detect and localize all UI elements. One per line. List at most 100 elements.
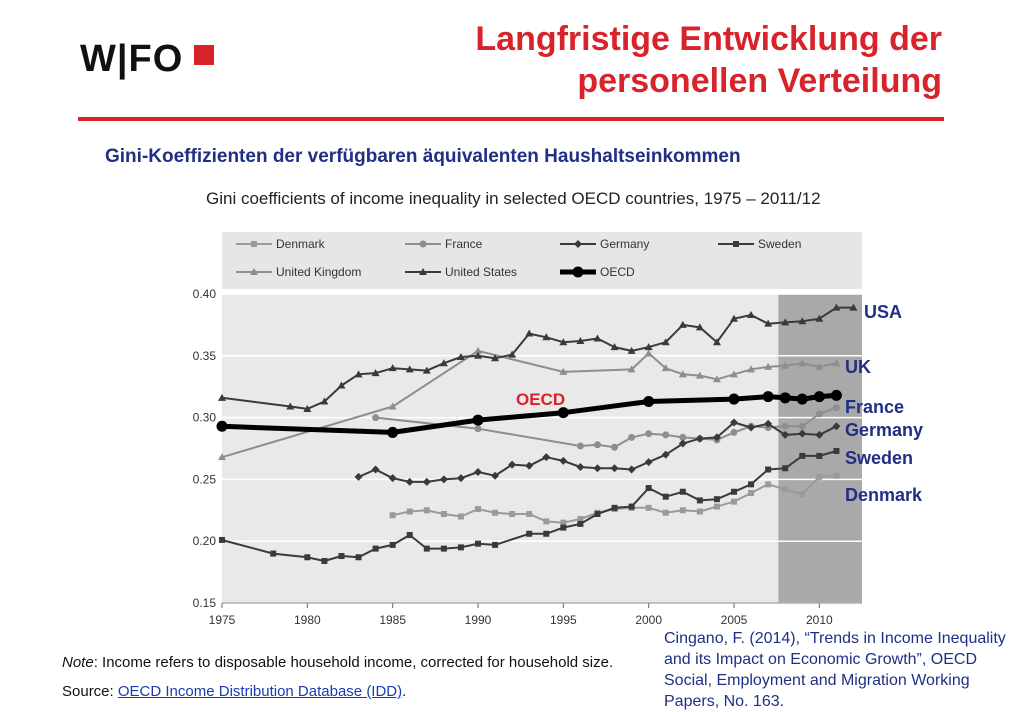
data-point <box>559 338 568 346</box>
data-point <box>474 467 482 476</box>
data-point <box>728 393 740 405</box>
data-point <box>320 397 329 405</box>
data-point <box>679 488 686 495</box>
data-point <box>830 389 842 401</box>
note-prefix: Note <box>62 654 94 671</box>
legend-label: Denmark <box>276 237 326 251</box>
label-france: France <box>845 397 905 417</box>
data-point <box>218 453 226 461</box>
legend-label: United States <box>445 265 517 279</box>
data-point <box>456 474 465 483</box>
x-tick-label: 2005 <box>721 613 748 627</box>
data-point <box>627 346 636 354</box>
data-point <box>456 353 465 361</box>
x-tick-label: 1980 <box>294 613 321 627</box>
data-point <box>611 504 618 511</box>
y-tick-label: 0.30 <box>193 411 217 425</box>
data-point <box>678 370 687 378</box>
data-point <box>679 433 687 441</box>
legend-entry: United States <box>405 265 517 279</box>
data-point <box>798 422 806 430</box>
data-point <box>627 465 636 474</box>
label-sweden: Sweden <box>845 448 914 468</box>
data-point <box>764 419 773 428</box>
data-point <box>405 365 414 373</box>
data-point <box>560 519 567 526</box>
data-point <box>388 474 397 483</box>
data-point <box>388 364 397 372</box>
data-point <box>816 452 823 459</box>
x-tick-label: 2010 <box>806 613 833 627</box>
legend-swatch-marker <box>572 266 584 278</box>
series-sweden <box>219 447 840 564</box>
data-point <box>815 314 824 322</box>
legend-swatch-marker <box>733 241 739 247</box>
data-point <box>611 443 619 451</box>
slide-subtitle: Gini-Koeffizienten der verfügbaren äquiv… <box>105 146 741 167</box>
data-point <box>389 541 396 548</box>
data-point <box>593 464 602 473</box>
data-point <box>695 434 704 443</box>
legend-swatch-marker <box>419 268 427 275</box>
data-point <box>557 407 569 419</box>
label-uk: UK <box>845 357 871 377</box>
data-point <box>354 472 363 481</box>
data-point <box>696 508 703 515</box>
data-point <box>730 370 738 378</box>
data-point <box>321 557 328 564</box>
data-point <box>799 491 806 498</box>
data-point <box>765 481 772 488</box>
data-point <box>712 433 721 442</box>
source-prefix: Source: <box>62 683 118 700</box>
data-point <box>303 404 312 412</box>
citation: Cingano, F. (2014), “Trends in Income In… <box>664 630 1006 710</box>
data-point <box>509 511 516 518</box>
data-point <box>474 425 482 433</box>
wifo-logo: W|FO <box>80 38 184 80</box>
data-point <box>423 545 430 552</box>
data-point <box>798 359 807 367</box>
data-point <box>643 396 655 408</box>
data-point <box>832 303 841 311</box>
data-point <box>799 452 806 459</box>
data-point <box>678 320 687 328</box>
data-point <box>628 503 635 510</box>
legend-swatch-marker <box>250 268 258 275</box>
data-point <box>337 381 346 389</box>
source-suffix: . <box>402 683 407 700</box>
data-point <box>492 541 499 548</box>
data-point <box>713 496 720 503</box>
data-point <box>833 472 840 479</box>
data-point <box>372 414 380 422</box>
note-text: : Income refers to disposable household … <box>93 654 614 671</box>
data-point <box>576 442 584 450</box>
data-point <box>661 364 670 372</box>
source-link[interactable]: OECD Income Distribution Database (IDD) <box>117 683 403 700</box>
data-point <box>782 486 789 493</box>
data-point <box>781 318 790 326</box>
legend-entry: Germany <box>560 237 649 251</box>
data-point <box>815 362 824 370</box>
y-tick-label: 0.35 <box>193 349 217 363</box>
data-point <box>491 354 500 362</box>
data-point <box>543 518 550 525</box>
data-point <box>387 426 399 438</box>
data-point <box>219 536 225 543</box>
data-point <box>781 361 790 369</box>
data-point <box>695 371 704 379</box>
data-point <box>371 465 380 474</box>
data-point <box>526 530 533 537</box>
data-point <box>748 489 755 496</box>
data-point <box>542 453 551 462</box>
data-point <box>508 460 517 469</box>
data-point <box>270 550 277 557</box>
data-point <box>593 334 602 342</box>
data-point <box>457 513 464 520</box>
data-point <box>559 456 568 465</box>
data-point <box>406 508 413 515</box>
data-point <box>781 430 790 439</box>
data-point <box>475 540 481 547</box>
x-tick-label: 1995 <box>550 613 577 627</box>
data-point <box>576 463 585 472</box>
data-point <box>457 544 464 551</box>
